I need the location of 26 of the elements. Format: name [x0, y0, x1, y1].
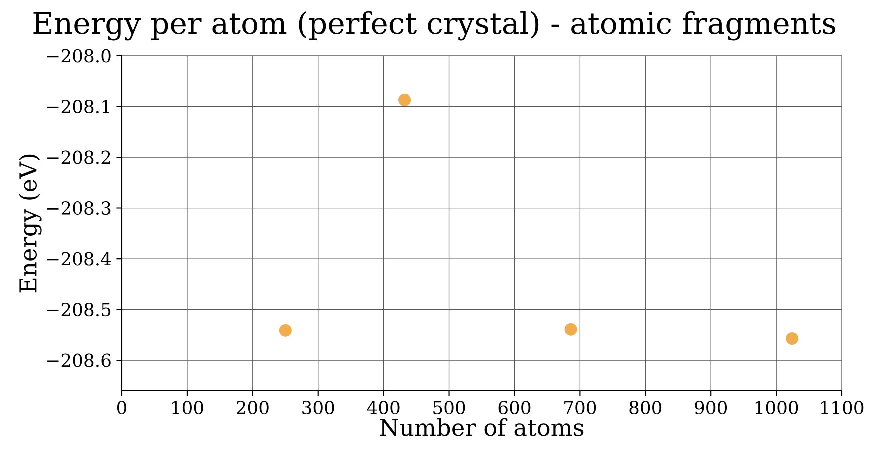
point	[398, 94, 412, 106]
x-tick-label: 800	[630, 400, 662, 415]
x-tick-label: 700	[564, 400, 596, 415]
x-tick-label: 900	[695, 400, 728, 415]
point	[786, 332, 799, 345]
point	[279, 324, 292, 337]
chart-title: Energy per atom (perfect crystal) - atomic fragments	[34, 11, 836, 41]
x-tick-label: 1100	[821, 400, 864, 415]
y-tick-label: −208.4	[48, 252, 112, 266]
y-tick-label: −208.0	[48, 49, 111, 63]
x-tick-label: 0	[117, 400, 127, 415]
x-tick-label: 300	[302, 400, 334, 415]
x-axis-title: Number of atoms	[380, 418, 584, 436]
y-tick-label: −208.2	[48, 150, 110, 164]
x-tick-label: 1000	[756, 400, 798, 415]
x-tick-label: 200	[237, 400, 269, 415]
y-tick-label: −208.1	[48, 100, 110, 114]
point	[564, 323, 578, 336]
y-tick-label: −208.5	[48, 303, 111, 317]
x-tick-label: 400	[367, 400, 400, 415]
y-tick-label: −208.3	[48, 201, 111, 216]
x-tick-label: 500	[434, 400, 466, 415]
y-axis-title: Energy (eV)	[18, 154, 42, 293]
x-tick-label: 600	[498, 400, 531, 415]
x-tick-label: 100	[172, 400, 204, 415]
y-tick-label: −208.6	[48, 354, 111, 368]
